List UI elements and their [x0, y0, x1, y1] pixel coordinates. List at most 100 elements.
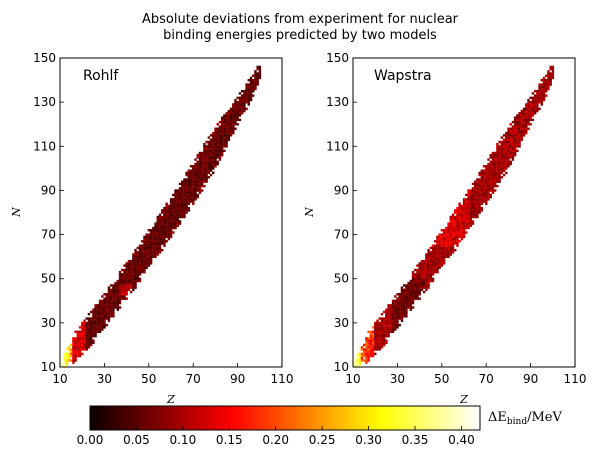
heatmap-cell: [434, 251, 437, 254]
heatmap-cell: [234, 109, 237, 113]
heatmap-cell: [533, 101, 537, 104]
heatmap-cell: [194, 193, 197, 197]
heatmap-cell: [76, 335, 80, 338]
heatmap-cell: [378, 328, 381, 331]
heatmap-cell: [405, 295, 408, 298]
heatmap-cell: [502, 151, 506, 155]
heatmap-cell: [482, 184, 486, 188]
heatmap-cell: [103, 310, 106, 314]
heatmap-cell: [94, 306, 97, 309]
heatmap-cell: [74, 348, 77, 351]
heatmap-cell: [480, 195, 484, 199]
heatmap-cell: [376, 330, 379, 333]
heatmap-cell: [449, 235, 452, 239]
heatmap-cell: [414, 277, 417, 281]
heatmap-cell: [232, 129, 235, 133]
heatmap-cell: [473, 189, 477, 192]
heatmap-cell: [176, 195, 179, 199]
heatmap-cell: [385, 315, 388, 318]
heatmap-cell: [112, 288, 115, 292]
heatmap-cell: [502, 145, 506, 148]
heatmap-cell: [485, 200, 488, 203]
heatmap-cell: [154, 229, 157, 232]
heatmap-cell: [356, 361, 359, 364]
heatmap-cell: [85, 348, 88, 351]
heatmap-cell: [132, 286, 135, 289]
heatmap-cell: [187, 202, 191, 205]
heatmap-cell: [538, 101, 541, 104]
heatmap-cell: [478, 209, 481, 212]
heatmap-cell: [409, 286, 413, 289]
heatmap-cell: [402, 310, 406, 314]
heatmap-cell: [547, 85, 550, 88]
heatmap-cell: [187, 189, 191, 192]
heatmap-cells-rohlf: [58, 65, 262, 369]
heatmap-cell: [374, 337, 377, 340]
heatmap-cell: [158, 213, 162, 217]
heatmap-cell: [138, 266, 142, 269]
heatmap-cell: [400, 306, 404, 309]
heatmap-cell: [220, 120, 224, 124]
heatmap-cell: [87, 335, 91, 338]
heatmap-cell: [132, 262, 135, 265]
y-tick-label: 130: [33, 95, 56, 109]
heatmap-cell: [518, 125, 521, 128]
heatmap-cell: [391, 328, 395, 331]
heatmap-cell: [442, 237, 446, 241]
heatmap-cell: [245, 96, 248, 100]
heatmap-cell: [442, 233, 446, 236]
heatmap-cell: [469, 211, 472, 214]
heatmap-cell: [192, 200, 195, 203]
heatmap-cell: [147, 259, 151, 263]
heatmap-cell: [522, 107, 526, 111]
heatmap-cell: [536, 94, 539, 97]
heatmap-cell: [425, 286, 428, 289]
heatmap-cell: [498, 147, 501, 150]
heatmap-cell: [200, 160, 204, 164]
heatmap-cell: [240, 105, 244, 108]
heatmap-cell: [473, 193, 477, 197]
heatmap-cell: [500, 169, 504, 172]
heatmap-cell: [374, 328, 377, 331]
heatmap-cell: [185, 191, 188, 194]
heatmap-cell: [138, 273, 142, 276]
heatmap-cell: [223, 127, 226, 130]
heatmap-cell: [192, 180, 195, 183]
heatmap-cell: [107, 315, 111, 318]
heatmap-cell: [81, 332, 84, 336]
heatmap-cell: [163, 206, 166, 210]
heatmap-cell: [538, 107, 541, 111]
heatmap-cell: [549, 83, 552, 86]
heatmap-cell: [551, 74, 555, 77]
heatmap-cell: [245, 85, 248, 88]
heatmap-cell: [385, 326, 388, 329]
heatmap-cell: [218, 147, 222, 150]
heatmap-cell: [445, 255, 448, 258]
heatmap-cell: [136, 270, 140, 274]
heatmap-cell: [169, 200, 173, 203]
heatmap-cell: [485, 191, 488, 194]
heatmap-cell: [127, 277, 131, 281]
heatmap-cell: [465, 204, 468, 208]
heatmap-cell: [498, 156, 501, 159]
heatmap-cell: [385, 312, 388, 316]
heatmap-cell: [161, 211, 164, 214]
heatmap-cell: [478, 191, 481, 194]
heatmap-cell: [198, 171, 202, 175]
heatmap-cell: [431, 270, 435, 274]
heatmap-cell: [471, 204, 475, 208]
heatmap-cell: [371, 352, 375, 356]
heatmap-cell: [94, 330, 97, 333]
heatmap-cell: [471, 193, 475, 197]
heatmap-cell: [67, 348, 71, 351]
heatmap-cell: [487, 182, 490, 186]
heatmap-cell: [92, 330, 95, 333]
heatmap-cell: [174, 218, 177, 221]
heatmap-cell: [252, 74, 255, 77]
heatmap-cell: [101, 306, 104, 309]
heatmap-cell: [454, 242, 457, 245]
heatmap-cell: [409, 301, 413, 305]
heatmap-cell: [114, 282, 117, 285]
heatmap-cell: [511, 147, 515, 150]
heatmap-cell: [87, 332, 91, 336]
